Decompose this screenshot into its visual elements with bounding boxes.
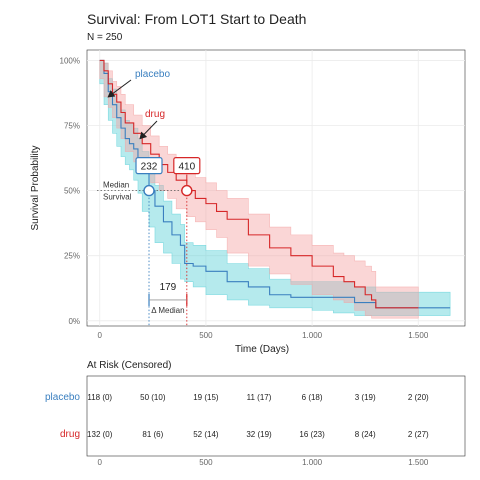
risk-cell: 11 (17)	[247, 393, 272, 402]
risk-table-title: At Risk (Censored)	[87, 360, 171, 371]
survival-curve-placebo	[99, 59, 451, 309]
risk-cell: 8 (24)	[355, 430, 376, 439]
delta-median-value: 179	[160, 282, 177, 293]
x-tick-label: 1.500	[408, 331, 429, 340]
y-axis-title: Survival Probability	[30, 145, 41, 230]
risk-cell: 132 (0)	[87, 430, 113, 439]
chart-subtitle: N = 250	[87, 32, 123, 43]
risk-x-tick-label: 1.500	[408, 458, 429, 467]
median-box-placebo	[135, 157, 163, 175]
delta-median-label: Δ Median	[151, 306, 184, 315]
median-marker-drug	[181, 184, 193, 197]
risk-x-tick-label: 1.000	[302, 458, 323, 467]
series-label-drug: drug	[145, 109, 165, 120]
callout-arrow-drug	[139, 120, 158, 140]
y-tick-label: 100%	[60, 56, 80, 65]
median-value-drug: 410	[178, 162, 195, 173]
risk-row-label-placebo: placebo	[45, 392, 80, 403]
median-box-drug	[173, 157, 201, 175]
risk-cell: 16 (23)	[299, 430, 325, 439]
median-marker-placebo	[143, 184, 155, 197]
risk-x-tick-label: 500	[199, 458, 213, 467]
y-tick-label: 75%	[64, 122, 80, 131]
risk-cell: 2 (27)	[408, 430, 429, 439]
risk-cell: 2 (20)	[408, 393, 429, 402]
x-tick-label: 500	[199, 331, 213, 340]
survival-curve-drug	[99, 59, 419, 309]
x-tick-label: 1.000	[302, 331, 323, 340]
x-axis-title: Time (Days)	[235, 344, 289, 355]
risk-cell: 52 (14)	[193, 430, 219, 439]
y-tick-label: 25%	[64, 252, 80, 261]
risk-table-panel	[86, 375, 466, 457]
y-tick-label: 0%	[68, 317, 80, 326]
median-value-placebo: 232	[141, 162, 158, 173]
risk-cell: 6 (18)	[302, 393, 323, 402]
x-tick-label: 0	[98, 331, 103, 340]
callout-arrow-placebo	[107, 79, 132, 98]
median-label-line1: Median	[103, 181, 129, 190]
risk-cell: 50 (10)	[140, 393, 166, 402]
risk-cell: 19 (15)	[193, 393, 219, 402]
risk-row-label-drug: drug	[60, 429, 80, 440]
series-label-placebo: placebo	[135, 69, 170, 80]
risk-cell: 32 (19)	[246, 430, 272, 439]
risk-x-tick-label: 0	[98, 458, 103, 467]
risk-cell: 3 (19)	[355, 393, 376, 402]
y-tick-label: 50%	[64, 187, 80, 196]
risk-cell: 81 (6)	[142, 430, 163, 439]
risk-cell: 118 (0)	[87, 393, 112, 402]
chart-title: Survival: From LOT1 Start to Death	[87, 11, 306, 27]
median-label-line2: Survival	[103, 193, 132, 202]
